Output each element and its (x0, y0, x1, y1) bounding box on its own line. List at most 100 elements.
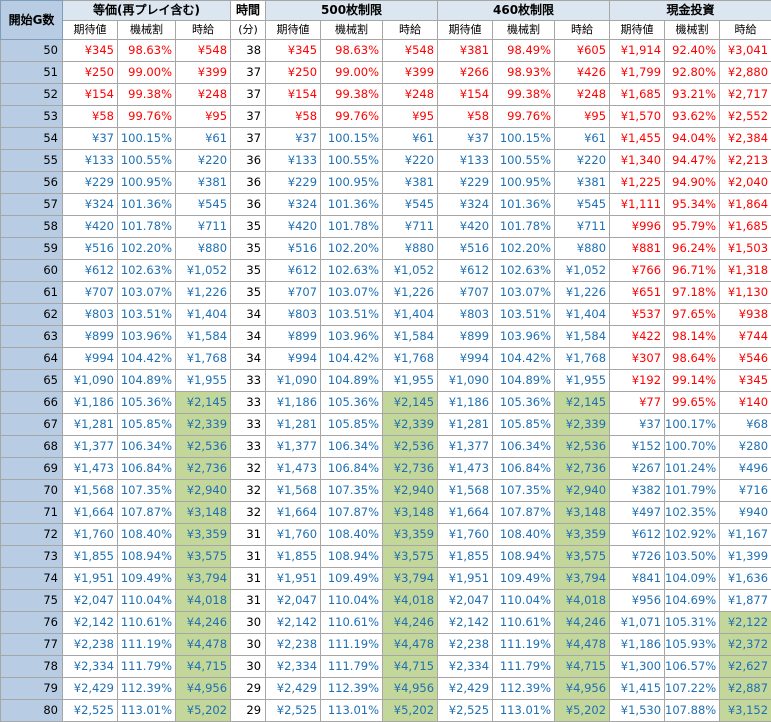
hourly-wage-cell: ¥4,956 (176, 678, 231, 700)
expected-value-cell: ¥651 (610, 282, 665, 304)
time-minutes-cell: 29 (231, 700, 266, 722)
expected-value-cell: ¥2,142 (63, 612, 118, 634)
header-row-sub: 期待値 機械割 時給 (分) 期待値 機械割 時給 期待値 機械割 時給 期待値… (1, 21, 771, 40)
payout-rate-cell: 108.94% (118, 546, 176, 568)
hourly-wage-cell: ¥3,148 (383, 502, 438, 524)
hourly-wage-cell: ¥4,018 (555, 590, 610, 612)
expected-value-cell: ¥841 (610, 568, 665, 590)
expected-value-cell: ¥324 (266, 194, 321, 216)
hourly-wage-cell: ¥95 (383, 106, 438, 128)
expected-value-cell: ¥899 (438, 326, 493, 348)
payout-rate-cell: 105.31% (665, 612, 720, 634)
payout-rate-cell: 113.01% (118, 700, 176, 722)
payout-rate-cell: 102.63% (321, 260, 383, 282)
hourly-wage-cell: ¥2,536 (176, 436, 231, 458)
time-minutes-cell: 34 (231, 348, 266, 370)
hourly-wage-cell: ¥4,715 (176, 656, 231, 678)
payout-rate-cell: 100.55% (321, 150, 383, 172)
start-games-cell: 78 (1, 656, 63, 678)
payout-rate-cell: 113.01% (493, 700, 555, 722)
hourly-wage-cell: ¥4,956 (383, 678, 438, 700)
expected-value-cell: ¥516 (438, 238, 493, 260)
hourly-wage-cell: ¥399 (176, 62, 231, 84)
start-games-cell: 58 (1, 216, 63, 238)
header-row-groups: 開始G数 等価(再プレイ含む) 時間 500枚制限 460枚制限 現金投資 (1, 1, 771, 21)
expected-value-cell: ¥1,281 (266, 414, 321, 436)
payout-rate-cell: 100.55% (118, 150, 176, 172)
expected-value-cell: ¥612 (63, 260, 118, 282)
sub-header-hourly: 時給 (555, 21, 610, 40)
hourly-wage-cell: ¥5,202 (555, 700, 610, 722)
cash-investment-header: 現金投資 (610, 1, 771, 21)
payout-rate-cell: 111.19% (321, 634, 383, 656)
expected-value-cell: ¥133 (438, 150, 493, 172)
hourly-wage-cell: ¥3,152 (720, 700, 771, 722)
payout-rate-cell: 98.14% (665, 326, 720, 348)
expected-value-cell: ¥1,760 (63, 524, 118, 546)
hourly-wage-cell: ¥1,955 (176, 370, 231, 392)
hourly-wage-cell: ¥2,372 (720, 634, 771, 656)
payout-rate-cell: 108.40% (118, 524, 176, 546)
payout-rate-cell: 108.40% (321, 524, 383, 546)
hourly-wage-cell: ¥1,318 (720, 260, 771, 282)
time-minutes-cell: 30 (231, 612, 266, 634)
expected-value-cell: ¥726 (610, 546, 665, 568)
expected-value-cell: ¥382 (610, 480, 665, 502)
expected-value-cell: ¥307 (610, 348, 665, 370)
hourly-wage-cell: ¥4,715 (555, 656, 610, 678)
payout-rate-cell: 103.51% (118, 304, 176, 326)
hourly-wage-cell: ¥61 (555, 128, 610, 150)
expected-value-cell: ¥267 (610, 458, 665, 480)
expected-value-cell: ¥154 (63, 84, 118, 106)
expected-value-cell: ¥324 (438, 194, 493, 216)
hourly-wage-cell: ¥1,584 (176, 326, 231, 348)
hourly-wage-cell: ¥4,246 (176, 612, 231, 634)
time-minutes-cell: 35 (231, 216, 266, 238)
payout-rate-cell: 103.96% (321, 326, 383, 348)
start-games-cell: 52 (1, 84, 63, 106)
payout-rate-cell: 93.21% (665, 84, 720, 106)
payout-rate-cell: 100.70% (665, 436, 720, 458)
hourly-wage-cell: ¥2,887 (720, 678, 771, 700)
hourly-wage-cell: ¥1,955 (383, 370, 438, 392)
time-minutes-cell: 31 (231, 568, 266, 590)
expected-value-cell: ¥58 (438, 106, 493, 128)
expected-value-cell: ¥2,047 (63, 590, 118, 612)
payout-rate-cell: 100.17% (665, 414, 720, 436)
payout-rate-cell: 112.39% (321, 678, 383, 700)
hourly-wage-cell: ¥1,685 (720, 216, 771, 238)
payout-rate-cell: 100.95% (118, 172, 176, 194)
expected-value-cell: ¥1,530 (610, 700, 665, 722)
expected-value-cell: ¥422 (610, 326, 665, 348)
hourly-wage-cell: ¥880 (176, 238, 231, 260)
time-minutes-cell: 37 (231, 128, 266, 150)
hourly-wage-cell: ¥1,404 (383, 304, 438, 326)
hourly-wage-cell: ¥1,130 (720, 282, 771, 304)
expected-value-cell: ¥1,473 (438, 458, 493, 480)
hourly-wage-cell: ¥880 (383, 238, 438, 260)
payout-rate-cell: 107.88% (665, 700, 720, 722)
payout-rate-cell: 110.04% (118, 590, 176, 612)
expected-value-cell: ¥1,951 (63, 568, 118, 590)
hourly-wage-cell: ¥399 (383, 62, 438, 84)
hourly-wage-cell: ¥1,864 (720, 194, 771, 216)
hourly-wage-cell: ¥4,018 (383, 590, 438, 612)
hourly-wage-cell: ¥1,877 (720, 590, 771, 612)
payout-rate-cell: 98.93% (493, 62, 555, 84)
payout-rate-cell: 100.95% (493, 172, 555, 194)
hourly-wage-cell: ¥4,478 (176, 634, 231, 656)
expected-value-cell: ¥612 (438, 260, 493, 282)
payout-rate-cell: 110.61% (493, 612, 555, 634)
start-games-cell: 54 (1, 128, 63, 150)
hourly-wage-cell: ¥2,736 (383, 458, 438, 480)
expected-value-cell: ¥1,473 (266, 458, 321, 480)
payout-rate-cell: 101.78% (493, 216, 555, 238)
payout-rate-cell: 98.63% (118, 40, 176, 62)
hourly-wage-cell: ¥2,940 (383, 480, 438, 502)
